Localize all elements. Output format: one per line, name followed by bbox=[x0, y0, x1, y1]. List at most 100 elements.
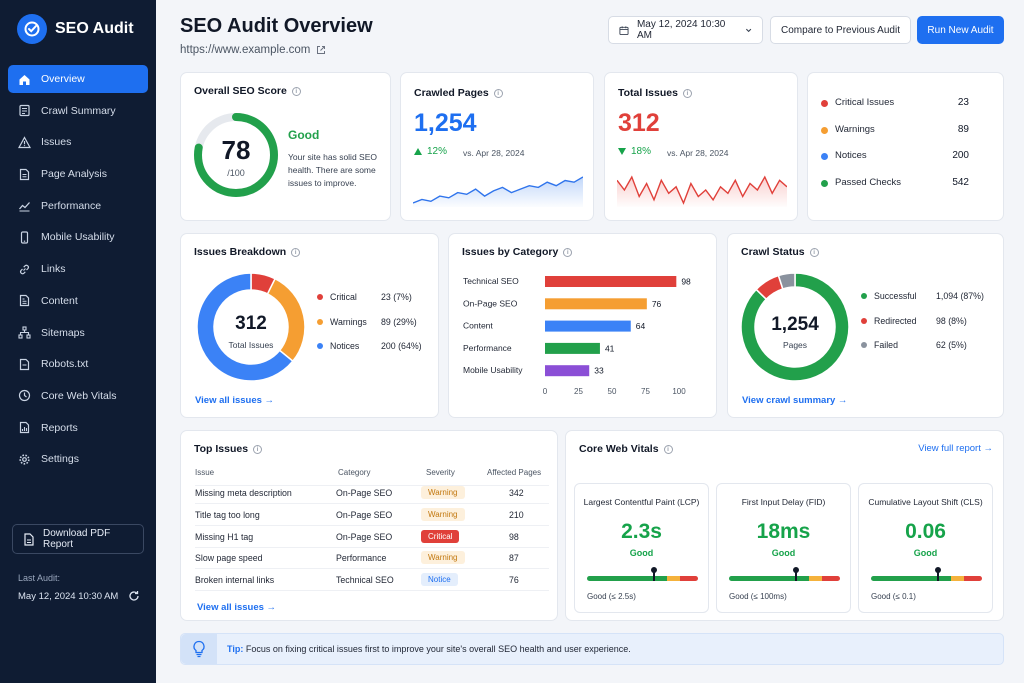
sidebar-item-crawl-summary[interactable]: Crawl Summary bbox=[8, 97, 148, 125]
summary-label: Notices bbox=[835, 150, 867, 162]
table-row[interactable]: Title tag too long On-Page SEO Warning 210 bbox=[195, 504, 549, 526]
summary-row-passed-checks[interactable]: Passed Checks 542 bbox=[821, 177, 991, 191]
cwv-marker bbox=[934, 567, 941, 581]
legend-dot bbox=[317, 318, 323, 325]
info-icon[interactable]: i bbox=[809, 247, 819, 257]
refresh-icon[interactable] bbox=[128, 590, 140, 602]
status-dot bbox=[821, 153, 828, 161]
external-link-icon[interactable] bbox=[316, 45, 326, 55]
sidebar-item-performance[interactable]: Performance bbox=[8, 192, 148, 220]
sidebar-item-overview[interactable]: Overview bbox=[8, 65, 148, 93]
legend-dot bbox=[317, 343, 323, 349]
sidebar-item-reports[interactable]: Reports bbox=[8, 414, 148, 442]
bar-content[interactable] bbox=[545, 320, 631, 332]
cwv-marker bbox=[650, 567, 657, 581]
issues-breakdown-title: Issues Breakdown i bbox=[194, 246, 301, 258]
score-max: /100 bbox=[227, 168, 245, 178]
sidebar-item-sitemaps[interactable]: Sitemaps bbox=[8, 319, 148, 347]
cwv-card-0[interactable]: Largest Contentful Paint (LCP) 2.3s Good Go… bbox=[574, 483, 709, 613]
issue-category: On-Page SEO bbox=[336, 488, 393, 498]
info-icon[interactable]: i bbox=[663, 444, 673, 454]
brand[interactable]: SEO Audit bbox=[17, 14, 134, 44]
x-tick-label: 0 bbox=[543, 387, 548, 396]
donut-slice-failed[interactable] bbox=[777, 272, 796, 290]
info-icon[interactable]: i bbox=[291, 86, 301, 96]
bar-performance[interactable] bbox=[545, 342, 600, 354]
summary-label: Warnings bbox=[835, 123, 875, 135]
cwv-metric-status: Good bbox=[913, 548, 938, 558]
issues-compare: vs. Apr 28, 2024 bbox=[667, 148, 729, 158]
sidebar-item-label: Sitemaps bbox=[41, 326, 85, 339]
view-full-report-link[interactable]: View full report → bbox=[918, 443, 993, 454]
cwv-metric-value: 18ms bbox=[756, 520, 811, 543]
speed-icon bbox=[18, 390, 31, 402]
legend-label: Failed bbox=[874, 340, 898, 350]
legend-label: Redirected bbox=[874, 315, 917, 326]
table-row[interactable]: Broken internal links Technical SEO Notice… bbox=[195, 569, 549, 592]
summary-row-critical-issues[interactable]: Critical Issues 23 bbox=[821, 97, 991, 111]
info-icon[interactable]: i bbox=[682, 88, 692, 98]
summary-label: Critical Issues bbox=[835, 97, 895, 108]
table-row[interactable]: Missing H1 tag On-Page SEO Critical 98 bbox=[195, 526, 549, 548]
report-icon bbox=[19, 421, 30, 434]
donut-slice-notices[interactable] bbox=[196, 272, 294, 382]
donut-total-label: Total Issues bbox=[228, 340, 274, 350]
view-crawl-summary-link[interactable]: View crawl summary → bbox=[742, 395, 848, 406]
sidebar-item-links[interactable]: Links bbox=[8, 255, 148, 283]
table-row[interactable]: Missing meta description On-Page SEO Warni… bbox=[195, 482, 549, 504]
sidebar-item-robots-txt[interactable]: Robots.txt bbox=[8, 350, 148, 378]
view-all-issues-link[interactable]: View all issues → bbox=[197, 602, 277, 613]
info-icon[interactable]: i bbox=[493, 88, 503, 98]
bar-mobile-usability[interactable] bbox=[545, 365, 590, 377]
cwv-card-2[interactable]: Cumulative Layout Shift (CLS) 0.06 Good Goo… bbox=[858, 483, 993, 613]
cwv-card-1[interactable]: First Input Delay (FID) 18ms Good Good (≤ 1… bbox=[716, 483, 851, 613]
bar-on-page-seo[interactable] bbox=[545, 298, 647, 310]
page-icon bbox=[19, 168, 30, 180]
sidebar-item-page-analysis[interactable]: Page Analysis bbox=[8, 160, 148, 188]
sidebar-item-label: Page Analysis bbox=[41, 168, 107, 181]
donut-slice-successful[interactable] bbox=[740, 272, 850, 382]
table-row[interactable]: Slow page speed Performance Warning 87 bbox=[195, 547, 549, 570]
date-picker[interactable]: May 12, 2024 10:30 AM bbox=[608, 16, 763, 44]
summary-value: 23 bbox=[957, 97, 969, 108]
sidebar-item-content[interactable]: Content bbox=[8, 287, 148, 315]
view-all-issues-link[interactable]: View all issues → bbox=[195, 395, 275, 406]
score-gauge bbox=[194, 113, 278, 197]
summary-row-warnings[interactable]: Warnings 89 bbox=[821, 124, 991, 138]
sidebar-item-label: Reports bbox=[41, 421, 78, 434]
cwv-metric-title: Cumulative Layout Shift (CLS) bbox=[868, 497, 983, 507]
legend-item: Failed 62 (5%) bbox=[861, 340, 991, 352]
legend-value: 1,094 (87%) bbox=[936, 291, 984, 301]
mobile-icon bbox=[20, 231, 29, 244]
download-pdf-button[interactable]: Download PDF Report bbox=[12, 524, 144, 554]
legend-value: 98 (8%) bbox=[936, 315, 967, 326]
info-icon[interactable]: i bbox=[253, 444, 263, 454]
sidebar-item-issues[interactable]: Issues bbox=[8, 128, 148, 156]
donut-total: 312 bbox=[235, 313, 267, 334]
site-url[interactable]: https://www.example.com bbox=[180, 44, 326, 56]
legend-dot bbox=[317, 294, 323, 300]
core-web-vitals-card: Core Web Vitals i View full report → Larg… bbox=[565, 430, 1004, 621]
info-icon[interactable]: i bbox=[291, 247, 301, 257]
crawled-change: 12% bbox=[414, 146, 447, 157]
bar-category-label: Performance bbox=[463, 343, 512, 353]
robot-icon bbox=[19, 358, 30, 370]
info-icon[interactable]: i bbox=[563, 247, 573, 257]
run-audit-button[interactable]: Run New Audit bbox=[917, 16, 1004, 44]
sidebar-item-core-web-vitals[interactable]: Core Web Vitals bbox=[8, 382, 148, 410]
sidebar-item-settings[interactable]: Settings bbox=[8, 445, 148, 473]
arrow-down-icon bbox=[618, 148, 626, 155]
sparkline-area bbox=[617, 177, 787, 207]
calendar-icon bbox=[619, 25, 629, 35]
legend-item: Notices 200 (64%) bbox=[317, 341, 447, 353]
sparkline-line bbox=[413, 176, 583, 204]
sidebar-item-label: Core Web Vitals bbox=[41, 389, 117, 402]
sidebar-item-mobile-usability[interactable]: Mobile Usability bbox=[8, 223, 148, 251]
bar-technical-seo[interactable] bbox=[545, 276, 677, 287]
cwv-threshold: Good (≤ 2.5s) bbox=[587, 592, 636, 601]
compare-button[interactable]: Compare to Previous Audit bbox=[770, 16, 911, 44]
summary-row-notices[interactable]: Notices 200 bbox=[821, 150, 991, 164]
severity-badge: Warning bbox=[421, 551, 465, 565]
crawled-sparkline bbox=[413, 176, 583, 207]
total-issues-value: 312 bbox=[618, 109, 660, 137]
